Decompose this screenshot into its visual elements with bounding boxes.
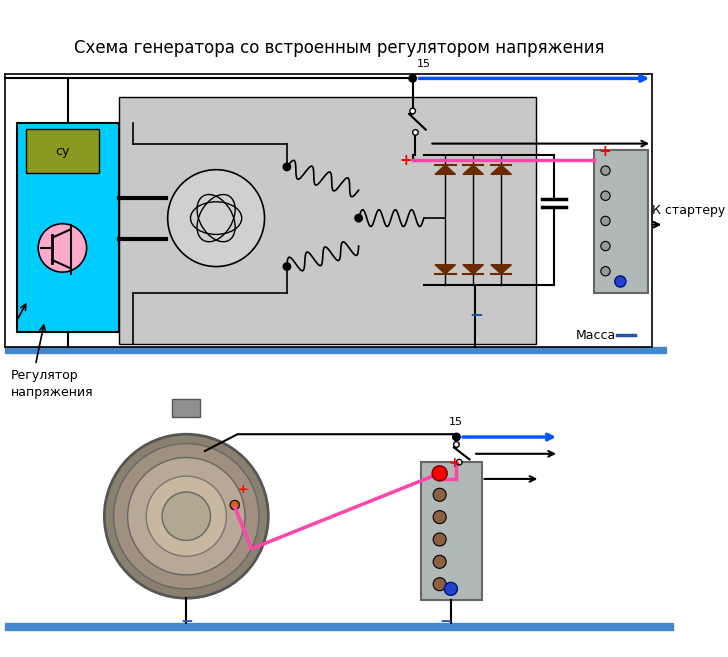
Circle shape (614, 276, 626, 287)
Circle shape (167, 170, 264, 267)
Circle shape (413, 129, 419, 135)
Circle shape (230, 501, 240, 510)
Circle shape (444, 582, 457, 595)
Circle shape (601, 216, 610, 225)
Circle shape (433, 555, 446, 568)
Bar (17, 123, 119, 332)
Circle shape (127, 457, 245, 575)
Text: −: − (470, 305, 483, 323)
Circle shape (283, 263, 290, 270)
Circle shape (432, 466, 447, 481)
Circle shape (162, 492, 210, 541)
Circle shape (601, 241, 610, 251)
Text: +: + (449, 456, 461, 470)
Circle shape (146, 476, 226, 556)
Polygon shape (435, 265, 456, 274)
Text: Регулятор
напряжения: Регулятор напряжения (11, 369, 94, 399)
Text: Схема генератора со встроенным регулятором напряжения: Схема генератора со встроенным регулятор… (74, 39, 604, 57)
Bar (4, 347, 666, 353)
Text: 15: 15 (417, 59, 431, 69)
Circle shape (601, 267, 610, 276)
Polygon shape (435, 165, 456, 174)
Circle shape (433, 510, 446, 524)
Polygon shape (463, 165, 483, 174)
Text: 15: 15 (449, 417, 463, 427)
Circle shape (433, 488, 446, 501)
Text: −: − (440, 614, 452, 629)
Bar (26, 129, 99, 173)
Circle shape (104, 434, 269, 598)
Circle shape (409, 75, 416, 82)
Text: К стартеру: К стартеру (652, 204, 725, 217)
Circle shape (601, 191, 610, 200)
Circle shape (433, 578, 446, 591)
Text: +: + (598, 144, 611, 159)
Circle shape (38, 223, 87, 272)
Polygon shape (491, 265, 511, 274)
Text: +: + (400, 153, 412, 168)
Bar (594, 150, 649, 292)
Bar (4, 623, 673, 630)
Text: су: су (55, 145, 70, 158)
Circle shape (456, 459, 462, 465)
Bar (119, 97, 536, 344)
Bar (173, 399, 200, 417)
Bar (421, 462, 482, 600)
Circle shape (355, 214, 363, 222)
Circle shape (410, 108, 416, 114)
Circle shape (114, 443, 259, 589)
Text: −: − (181, 614, 194, 629)
Circle shape (601, 166, 610, 175)
Text: +: + (237, 483, 248, 496)
Circle shape (433, 533, 446, 546)
Circle shape (283, 163, 290, 171)
Circle shape (454, 442, 459, 447)
Polygon shape (463, 265, 483, 274)
Text: Масса: Масса (576, 329, 616, 342)
Circle shape (453, 434, 460, 441)
Polygon shape (491, 165, 511, 174)
